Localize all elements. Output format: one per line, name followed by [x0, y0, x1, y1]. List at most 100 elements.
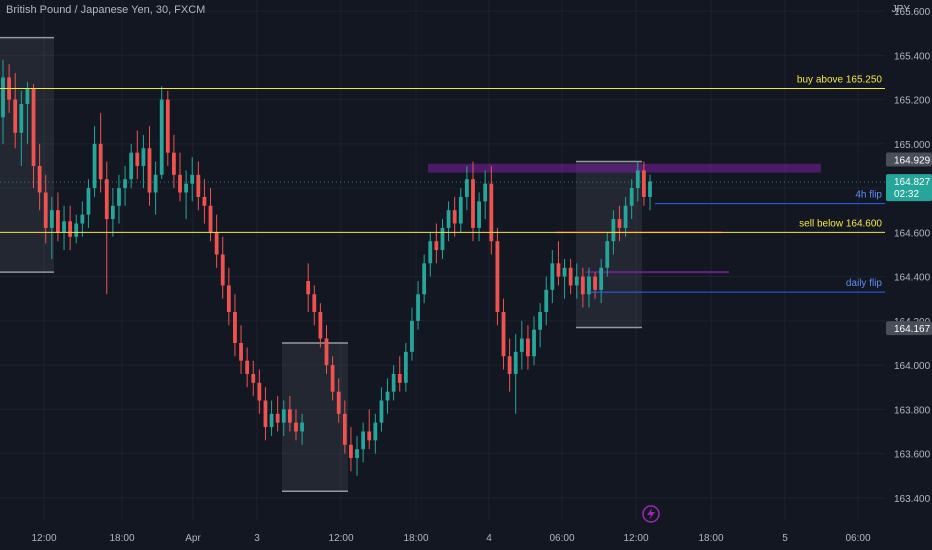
candle-body [239, 342, 243, 361]
candle-body [623, 205, 628, 228]
candle-body [172, 152, 176, 175]
candle-body [617, 219, 622, 228]
candle-body [330, 365, 335, 392]
candle-body [361, 431, 366, 450]
candle-body [599, 267, 604, 290]
candle-body [336, 391, 341, 414]
candle-body [397, 373, 402, 383]
y-tick-label: 164.000 [894, 361, 931, 372]
candle-body [141, 148, 146, 166]
candle-body [373, 422, 378, 441]
candle-body [642, 170, 646, 197]
candle-body [550, 263, 555, 290]
candle-body [385, 391, 390, 401]
candle-body [147, 148, 152, 193]
purple-resistance-zone [428, 163, 821, 173]
candle-body [544, 289, 549, 312]
candle-body [568, 267, 573, 286]
level-label: 4h flip [855, 190, 882, 201]
low-marker-label: 164.167 [894, 324, 931, 335]
x-tick-label: 4 [486, 533, 492, 544]
symbol-title: British Pound / Japanese Yen, 30, FXCM [6, 4, 206, 16]
candle-body [367, 431, 372, 441]
candle-body [190, 174, 195, 184]
candle-body [251, 373, 256, 383]
candle-body [165, 99, 170, 153]
high-marker-box [886, 152, 932, 167]
candle-body [501, 312, 506, 357]
y-tick-label: 163.400 [894, 494, 931, 505]
candle-body [519, 338, 524, 352]
candle-body [483, 183, 488, 202]
x-tick-label: 3 [254, 533, 260, 544]
candle-body [440, 227, 445, 251]
candle-body [355, 449, 359, 459]
candle-body [306, 281, 311, 295]
candle-body [532, 329, 536, 357]
level-label: daily flip [846, 278, 883, 289]
candle-body [1, 77, 5, 118]
countdown-label: 02:32 [894, 189, 919, 200]
candle-body [324, 338, 329, 366]
candle-body [184, 183, 189, 193]
candle-body [471, 179, 475, 228]
candle-body [123, 179, 127, 189]
candle-body [86, 188, 91, 215]
x-tick-label: 18:00 [698, 533, 723, 544]
candle-body [611, 219, 616, 242]
x-tick-label: 18:00 [109, 533, 134, 544]
candle-body [458, 196, 463, 224]
candle-body [37, 165, 42, 193]
candle-body [153, 174, 158, 193]
candle-body [403, 351, 408, 383]
candle-body [31, 88, 36, 166]
y-tick-label: 163.600 [894, 450, 931, 461]
candle-body [92, 143, 97, 189]
candle-body [233, 312, 237, 343]
candle-body [574, 276, 579, 286]
candle-body [635, 170, 640, 189]
candle-body [263, 400, 268, 428]
x-tick-label: 12:00 [623, 533, 648, 544]
candle-body [507, 356, 512, 374]
candle-body [513, 351, 518, 374]
candle-body [342, 413, 347, 445]
candle-body [98, 143, 103, 180]
level-label: buy above 165.250 [797, 75, 883, 86]
candle-body [135, 152, 140, 166]
x-tick-label: 06:00 [845, 533, 870, 544]
candle-body [129, 152, 134, 180]
candle-body [25, 88, 30, 104]
candle-body [410, 320, 414, 352]
candle-body [434, 241, 439, 251]
candle-body [257, 382, 262, 401]
candle-body [43, 192, 48, 228]
candle-body [56, 210, 60, 233]
candle-body [464, 179, 469, 197]
lightning-icon-bolt [647, 508, 655, 520]
candle-body [62, 221, 66, 233]
candle-body [19, 104, 24, 133]
candle-body [446, 210, 451, 228]
candle-body [422, 263, 427, 295]
candle-body [117, 188, 121, 206]
x-tick-label: 12:00 [328, 533, 353, 544]
currency-label: JPY [891, 4, 910, 15]
candle-body [275, 413, 280, 423]
y-tick-label: 164.600 [894, 228, 931, 239]
y-tick-label: 165.400 [894, 51, 931, 62]
candle-body [587, 276, 591, 295]
current-price-label: 164.827 [894, 177, 931, 188]
candle-body [281, 409, 286, 423]
candle-body [349, 444, 353, 459]
candle-body [220, 254, 225, 286]
candle-body [580, 276, 585, 295]
candle-body [208, 205, 213, 233]
candle-body [416, 294, 420, 321]
candle-body [556, 263, 561, 277]
candle-body [318, 312, 323, 339]
level-label: sell below 164.600 [799, 218, 882, 229]
candle-body [495, 241, 500, 312]
